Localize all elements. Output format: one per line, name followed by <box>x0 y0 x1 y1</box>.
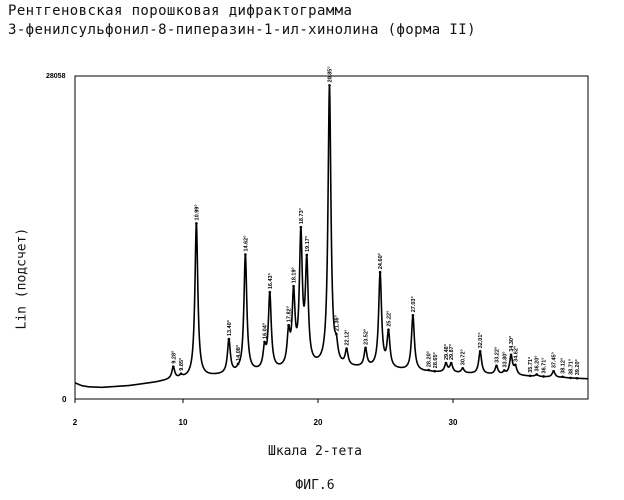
peak-label: 32.01° <box>478 332 484 348</box>
x-tick-label: 30 <box>449 418 458 427</box>
peak-marker <box>514 364 517 367</box>
x-axis-label: Шкала 2-тета <box>200 444 430 459</box>
peak-marker <box>263 341 266 344</box>
peak-marker <box>569 377 572 380</box>
peak-label: 13.40° <box>227 320 233 336</box>
peak-marker <box>427 369 430 372</box>
peak-marker <box>503 369 506 372</box>
peak-label: 9.28° <box>171 351 177 364</box>
peak-label: 24.60° <box>378 253 384 269</box>
peak-marker <box>379 271 382 274</box>
x-tick-label: 2 <box>73 418 78 427</box>
peak-marker <box>510 353 513 356</box>
peak-marker <box>237 363 240 366</box>
peak-marker <box>328 84 331 87</box>
figure-caption: ФИГ.6 <box>240 478 390 493</box>
y-tick-label-zero: 0 <box>62 395 67 404</box>
peak-label: 23.52° <box>364 329 370 345</box>
y-axis-label: Lin (подсчет) <box>15 230 30 330</box>
peak-label: 18.73° <box>299 208 305 224</box>
peak-label: 10.99° <box>194 204 200 220</box>
peak-marker <box>269 291 272 294</box>
peak-label: 17.82° <box>287 306 293 322</box>
peak-marker <box>292 285 295 288</box>
peak-marker <box>335 333 338 336</box>
peak-label: 20.85° <box>327 66 333 82</box>
peak-marker <box>450 362 453 365</box>
peak-marker <box>433 370 436 373</box>
peak-marker <box>529 374 532 377</box>
peak-marker <box>445 362 448 365</box>
peak-label: 18.19° <box>292 267 298 283</box>
peak-label: 38.71° <box>569 359 575 375</box>
peak-label: 33.22° <box>494 347 500 363</box>
peak-label: 39.20° <box>575 359 581 375</box>
peak-label: 37.45° <box>552 352 558 368</box>
peak-label: 14.08° <box>236 345 242 361</box>
peak-label: 9.85° <box>179 358 185 371</box>
axis-ticks: 2 10 20 30 28058 0 <box>46 73 458 427</box>
peak-marker <box>561 375 564 378</box>
y-tick-label-max: 28058 <box>46 73 66 80</box>
peak-label: 36.71° <box>542 357 548 373</box>
peak-marker <box>552 370 555 373</box>
peak-marker <box>479 350 482 353</box>
peak-label: 36.20° <box>535 356 541 372</box>
peak-marker <box>542 375 545 378</box>
peak-marker <box>495 365 498 368</box>
peak-marker <box>535 373 538 376</box>
peak-marker <box>576 377 579 380</box>
peak-labels: 9.28°9.85° 10.99° 13.40° 14.08° 14.62° 16.04°… <box>171 66 581 375</box>
peak-label: 27.03° <box>411 296 417 312</box>
peak-marker <box>180 372 183 375</box>
peak-label: 35.71° <box>528 357 534 373</box>
peak-label: 38.12° <box>561 358 567 374</box>
peak-label: 16.43° <box>268 273 274 289</box>
peak-marker <box>345 347 348 350</box>
x-tick-label: 20 <box>314 418 323 427</box>
peak-label: 16.04° <box>263 323 269 339</box>
peak-marker <box>244 253 247 256</box>
peak-marker <box>172 365 175 368</box>
peak-marker <box>195 222 198 225</box>
peak-marker <box>387 328 390 331</box>
peak-label: 30.72° <box>461 349 467 365</box>
peak-marker <box>412 314 415 317</box>
peak-label: 14.62° <box>243 236 249 252</box>
peak-label: 29.87° <box>449 344 455 360</box>
peak-markers <box>172 84 579 379</box>
peak-marker <box>228 338 231 341</box>
peak-marker <box>300 226 303 229</box>
peak-label: 19.17° <box>305 236 311 252</box>
x-tick-label: 10 <box>179 418 188 427</box>
peak-label: 21.36° <box>334 315 340 331</box>
peak-label: 34.62° <box>513 346 519 362</box>
peak-label: 33.80° <box>502 351 508 367</box>
peak-marker <box>461 367 464 370</box>
peak-label: 25.22° <box>386 311 392 327</box>
peak-marker <box>306 254 309 257</box>
peak-marker <box>287 324 290 327</box>
peak-label: 22.12° <box>345 330 351 346</box>
peak-label: 28.65° <box>433 352 439 368</box>
peak-marker <box>364 347 367 350</box>
